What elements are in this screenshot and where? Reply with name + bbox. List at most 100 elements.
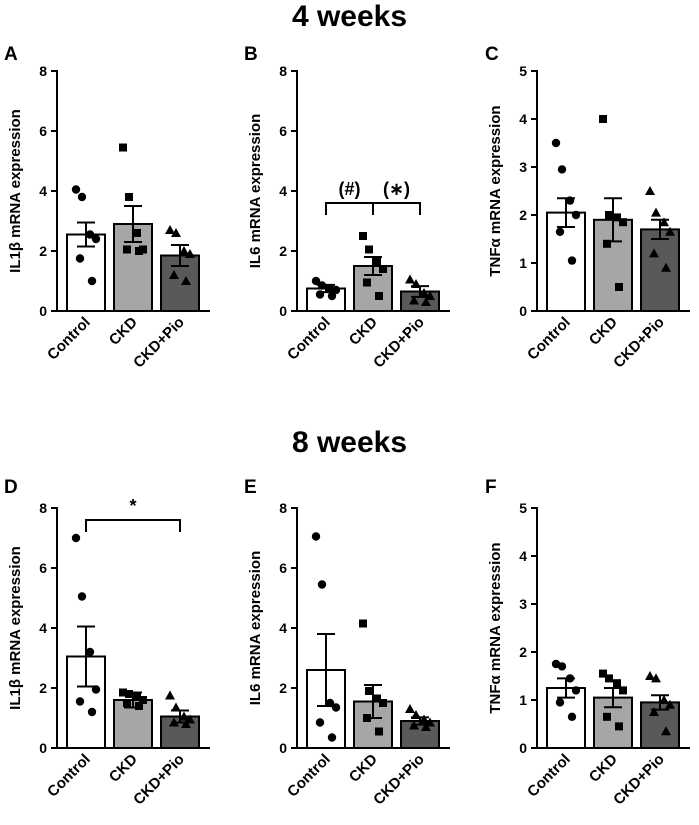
panel-letter: C xyxy=(485,44,499,65)
data-point-circle xyxy=(91,234,101,244)
data-point-square xyxy=(613,213,621,222)
panel-e: E IL6 mRNA expression 0 2 4 6 8 Control CKDCKD+P… xyxy=(244,477,450,809)
data-point-square xyxy=(379,265,387,273)
data-point-circle xyxy=(325,698,335,708)
data-point-triangle xyxy=(659,695,669,704)
data-point-circle xyxy=(75,697,85,706)
data-point-circle xyxy=(77,592,87,601)
x-tick-label: Control xyxy=(524,314,574,364)
data-point-triangle xyxy=(661,262,671,272)
data-point-triangle xyxy=(651,207,661,217)
data-point-circle xyxy=(85,230,95,239)
data-point-square xyxy=(605,211,613,219)
data-point-triangle xyxy=(165,225,175,234)
data-point-triangle xyxy=(649,248,659,258)
data-point-triangle xyxy=(425,291,435,300)
panel-c: C TNFα mRNA expression 0 1 2 3 4 5 Control CKDCKD… xyxy=(485,44,690,372)
data-point-square xyxy=(365,687,373,695)
data-point-triangle xyxy=(185,249,195,258)
data-point-square xyxy=(139,696,147,704)
data-point-square xyxy=(599,669,607,678)
data-point-circle xyxy=(71,185,81,194)
x-tick-label: CKD xyxy=(586,751,621,786)
data-point-square xyxy=(359,232,367,240)
y-tick-label: 6 xyxy=(39,560,47,576)
y-tick-label: 5 xyxy=(519,500,527,516)
data-point-square xyxy=(375,292,383,300)
y-tick-label: 8 xyxy=(39,500,47,516)
data-point-square xyxy=(119,688,127,697)
x-tick-label: CKD+Pio xyxy=(610,751,668,809)
y-tick-label: 4 xyxy=(279,183,287,199)
y-tick-label: 6 xyxy=(279,560,287,576)
data-point-square xyxy=(373,694,381,703)
panel-d: D IL1β mRNA expression 0 2 4 6 8 Control CKDCKD+… xyxy=(4,477,210,809)
x-tick-label: Control xyxy=(44,314,94,364)
x-tick-label: Control xyxy=(284,751,334,801)
y-tick-label: 6 xyxy=(39,123,47,139)
y-tick-label: 2 xyxy=(519,644,527,660)
data-point-circle xyxy=(567,712,577,721)
y-tick-label: 0 xyxy=(39,740,47,756)
y-axis-label: IL1β mRNA expression xyxy=(7,546,24,710)
section-title-8-weeks: 8 weeks xyxy=(291,426,408,459)
data-point-triangle xyxy=(411,279,421,288)
data-point-square xyxy=(603,712,611,721)
data-point-square xyxy=(135,247,143,255)
data-point-triangle xyxy=(421,722,431,731)
data-point-square xyxy=(605,674,613,683)
data-point-square xyxy=(133,691,141,700)
data-point-circle xyxy=(555,698,565,707)
y-tick-label: 8 xyxy=(279,500,287,516)
x-tick-label: Control xyxy=(524,751,574,801)
data-point-circle xyxy=(71,533,81,543)
data-point-triangle xyxy=(169,717,179,727)
data-point-square xyxy=(133,229,141,237)
x-tick-label: CKD+Pio xyxy=(370,751,428,809)
x-tick-label: CKD xyxy=(106,314,141,349)
x-tick-label: CKD+Pio xyxy=(130,751,188,809)
x-tick-label: CKD xyxy=(106,751,141,786)
y-tick-label: 1 xyxy=(519,692,527,708)
data-point-triangle xyxy=(665,699,675,709)
data-point-square xyxy=(615,283,623,291)
data-point-circle xyxy=(331,703,341,712)
panel-f: F TNFα mRNA expression 0 1 2 3 4 5 Control CKDCKD… xyxy=(485,477,690,809)
data-point-triangle xyxy=(659,217,669,227)
data-point-triangle xyxy=(179,711,189,721)
panel-letter: B xyxy=(244,44,258,65)
data-point-triangle xyxy=(661,726,671,736)
data-point-square xyxy=(375,727,383,736)
y-tick-label: 4 xyxy=(39,620,47,636)
data-point-circle xyxy=(315,290,325,299)
data-point-circle xyxy=(327,291,337,301)
data-point-square xyxy=(359,619,367,628)
data-point-square xyxy=(599,115,607,123)
panel-b: B IL6 mRNA expression 0 2 4 6 8 Control CKDCKD+P… xyxy=(244,44,450,372)
data-point-circle xyxy=(85,647,95,657)
data-point-triangle xyxy=(665,226,675,236)
data-point-circle xyxy=(565,674,575,683)
data-point-triangle xyxy=(169,270,179,279)
significance-bracket xyxy=(372,202,421,215)
significance-label: (∗) xyxy=(383,179,410,199)
data-point-circle xyxy=(557,662,567,671)
data-point-circle xyxy=(87,707,97,717)
y-tick-label: 2 xyxy=(39,680,47,696)
data-point-square xyxy=(619,686,627,695)
y-axis-label: TNFα mRNA expression xyxy=(487,542,504,713)
data-point-triangle xyxy=(405,704,415,713)
y-tick-label: 4 xyxy=(39,183,47,199)
panel-a: A IL1β mRNA expression 0 2 4 6 8 Control CKDCKD+… xyxy=(4,44,210,372)
y-axis-label: TNFα mRNA expression xyxy=(487,105,504,276)
y-tick-label: 1 xyxy=(519,255,527,271)
y-axis-label: IL6 mRNA expression xyxy=(247,551,264,706)
x-tick-label: CKD+Pio xyxy=(610,314,668,372)
significance-label: * xyxy=(129,496,136,516)
data-point-circle xyxy=(557,165,567,174)
data-point-circle xyxy=(567,256,577,265)
data-point-square xyxy=(123,699,131,707)
section-title-4-weeks: 4 weeks xyxy=(291,0,408,33)
y-tick-label: 8 xyxy=(39,63,47,79)
